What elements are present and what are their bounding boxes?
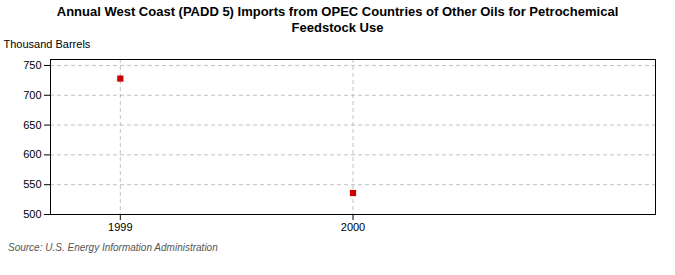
- svg-text:650: 650: [23, 119, 41, 131]
- svg-text:700: 700: [23, 89, 41, 101]
- svg-text:550: 550: [23, 178, 41, 190]
- svg-text:750: 750: [23, 59, 41, 71]
- html-text:Annual West Coast (PADD 5) Imp: Annual West Coast (PADD 5) Imports from …: [56, 4, 619, 35]
- svg-text:Thousand Barrels: Thousand Barrels: [4, 38, 91, 50]
- svg-text:500: 500: [23, 208, 41, 220]
- svg-text:2000: 2000: [341, 221, 365, 233]
- svg-text:600: 600: [23, 149, 41, 161]
- html-text:Source: U.S. Energy Informatio: Source: U.S. Energy Information Administ…: [8, 242, 218, 254]
- svg-text:1999: 1999: [108, 221, 132, 233]
